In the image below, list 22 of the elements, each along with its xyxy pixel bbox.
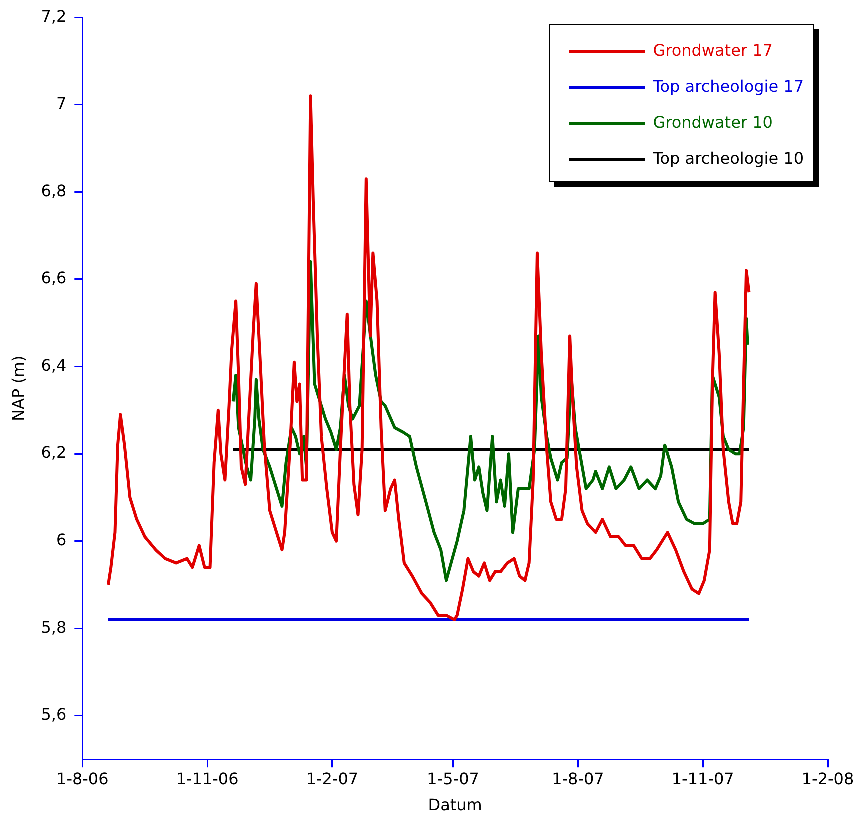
x-tick-label: 1-11-07 <box>672 769 734 788</box>
y-tick-label: 6,6 <box>41 268 67 288</box>
y-tick-label: 5,8 <box>41 618 67 637</box>
x-axis-title: Datum <box>428 796 482 815</box>
y-tick-label: 6 <box>56 530 67 550</box>
y-axis-title: NAP (m) <box>8 356 28 422</box>
y-tick-label: 7 <box>56 94 67 114</box>
legend-label: Grondwater 17 <box>653 40 773 60</box>
y-tick-label: 7,2 <box>41 6 67 26</box>
x-tick-label: 1-2-08 <box>802 769 854 788</box>
x-tick-label: 1-2-07 <box>306 769 359 788</box>
x-tick-label: 1-8-06 <box>56 769 109 788</box>
y-tick-label: 6,2 <box>41 443 67 462</box>
legend-label: Top archeologie 10 <box>652 148 804 168</box>
y-tick-label: 6,4 <box>41 356 67 375</box>
x-tick-label: 1-8-07 <box>552 769 604 788</box>
y-tick-label: 5,6 <box>41 705 67 724</box>
x-tick-label: 1-11-06 <box>176 769 239 788</box>
legend-label: Grondwater 10 <box>653 112 773 132</box>
x-tick-label: 1-5-07 <box>427 769 480 788</box>
y-tick-label: 6,8 <box>41 181 67 200</box>
legend-label: Top archeologie 17 <box>652 76 804 96</box>
